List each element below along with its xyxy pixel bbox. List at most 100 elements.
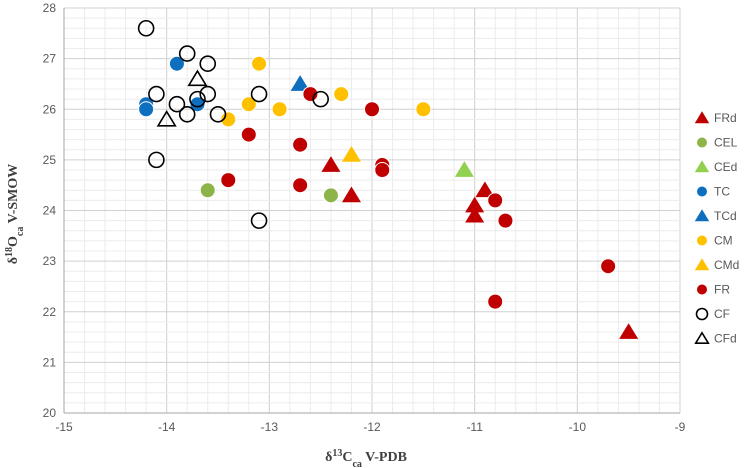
data-point-tcd [290, 75, 310, 91]
data-point-cm [220, 111, 237, 128]
legend-marker-ced [694, 160, 710, 173]
data-point-cf [189, 90, 206, 108]
x-tick-label: -9 [675, 420, 686, 434]
legend-item-frd: FRd [694, 111, 737, 125]
x-tick-label: -11 [466, 420, 483, 434]
legend-marker-cm [696, 234, 708, 247]
chart-grid [63, 7, 681, 414]
data-point-fr [292, 136, 309, 153]
data-point-cf [148, 85, 165, 103]
data-point-fr [497, 212, 514, 229]
data-point-cfd [187, 69, 208, 87]
legend-label: CEd [714, 160, 737, 174]
data-point-cm [251, 55, 268, 72]
data-point-cm [240, 96, 257, 113]
data-point-cf [250, 85, 268, 103]
legend-item-ced: CEd [694, 160, 737, 174]
data-point-cf [137, 19, 155, 37]
legend-item-fr: FR [696, 283, 730, 297]
data-point-tc [168, 55, 185, 72]
legend-marker-cel [696, 136, 708, 149]
data-points [137, 19, 639, 339]
y-tick-label: 25 [43, 153, 57, 167]
data-point-frd [341, 186, 361, 203]
data-point-tc [138, 101, 155, 118]
data-point-cel [199, 182, 216, 199]
legend-label: FRd [714, 111, 737, 125]
data-point-fr [487, 293, 504, 310]
x-tick-label: -15 [55, 420, 73, 434]
data-point-fr [292, 177, 309, 194]
data-point-cf [199, 85, 217, 103]
y-tick-label: 27 [43, 52, 57, 66]
data-point-cm [271, 101, 288, 118]
y-axis-title: δ18Oca V-SMOW [4, 164, 26, 265]
data-point-cfd [156, 109, 177, 127]
legend-item-cf: CF [695, 307, 730, 321]
data-point-cmd [341, 146, 361, 162]
data-point-fr [600, 258, 617, 275]
legend-label: TCd [714, 209, 737, 223]
data-point-cf [178, 106, 196, 123]
data-point-frd [619, 323, 639, 339]
data-point-fr [487, 192, 504, 209]
legend-label: CFd [714, 332, 737, 346]
legend-label: CMd [714, 258, 739, 272]
legend-marker-tcd [694, 209, 710, 222]
legend-item-cel: CEL [696, 136, 738, 150]
legend-marker-tc [696, 185, 708, 198]
chart-axes [63, 8, 680, 414]
x-tick-label: -14 [158, 420, 176, 434]
legend-marker-cfd [694, 331, 710, 345]
x-tick-label: -12 [363, 420, 381, 434]
data-point-cel [322, 187, 339, 204]
legend-item-cfd: CFd [694, 331, 737, 346]
data-point-cm [415, 101, 432, 118]
y-tick-label: 20 [43, 406, 57, 420]
x-tick-labels: -15 -14 -13 -12 -11 -10 -9 [55, 420, 685, 434]
legend-item-cmd: CMd [694, 258, 739, 272]
data-point-cm [333, 86, 350, 103]
data-point-frd [475, 181, 495, 198]
data-point-cf [199, 55, 217, 72]
legend-label: CM [714, 234, 733, 248]
legend-marker-cf [695, 307, 709, 321]
y-tick-label: 24 [43, 204, 57, 218]
data-point-fr [374, 162, 391, 178]
data-point-ced [454, 161, 474, 177]
x-axis-title: δ13Cca V-PDB [325, 448, 407, 468]
data-point-cf [250, 212, 268, 229]
y-tick-label: 26 [43, 102, 57, 116]
data-point-fr [220, 172, 237, 189]
data-point-frd [321, 156, 341, 172]
legend-marker-cmd [694, 258, 710, 271]
data-point-fr [240, 126, 257, 143]
data-point-cf [148, 151, 165, 169]
legend: FRd CEL CEd TC TCd CM CMd FR CF CFd [694, 111, 739, 346]
legend-marker-frd [694, 111, 710, 124]
y-tick-label: 23 [43, 254, 57, 268]
data-point-cf [178, 45, 196, 62]
data-point-cf [168, 95, 186, 113]
legend-label: TC [714, 185, 730, 199]
legend-label: FR [714, 283, 730, 297]
data-point-frd [465, 206, 485, 223]
y-tick-label: 28 [43, 1, 57, 15]
y-tick-label: 22 [43, 305, 57, 319]
legend-item-cm: CM [696, 234, 733, 248]
legend-label: CF [714, 307, 730, 321]
y-tick-label: 21 [43, 355, 57, 369]
legend-label: CEL [714, 136, 738, 150]
data-point-fr [364, 101, 380, 118]
legend-item-tcd: TCd [694, 209, 737, 223]
y-tick-labels: 20 21 22 23 24 25 26 27 28 [43, 1, 57, 420]
data-point-fr [302, 86, 319, 103]
legend-item-tc: TC [696, 185, 730, 199]
data-point-cf [312, 90, 329, 108]
x-tick-label: -10 [569, 420, 587, 434]
x-tick-label: -13 [261, 420, 279, 434]
data-point-cf [209, 106, 227, 123]
data-point-tc [189, 96, 206, 113]
